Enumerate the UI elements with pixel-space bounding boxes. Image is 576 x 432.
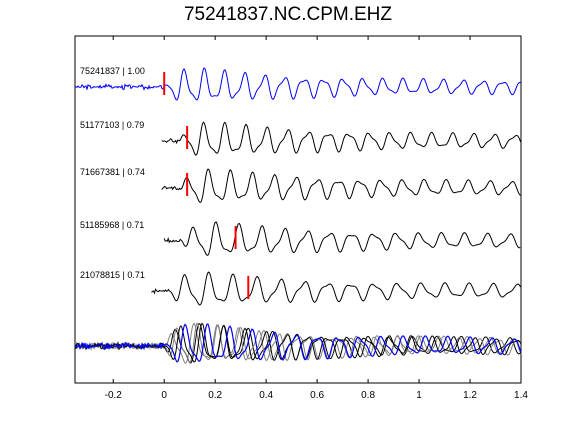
x-tick-label: 1.4 <box>514 390 528 401</box>
x-tick-label: 0.8 <box>361 390 375 401</box>
chart-title: 75241837.NC.CPM.EHZ <box>183 4 393 25</box>
trace-line <box>163 221 521 257</box>
trace-line <box>161 168 521 203</box>
x-tick-label: 1.2 <box>463 390 477 401</box>
traces: 75241837 | 1.00 51177103 | 0.79 71667381 |… <box>74 66 522 306</box>
trace-label: 75241837 | 1.00 <box>80 66 145 76</box>
x-tick-label: -0.2 <box>105 390 123 401</box>
x-tick-label: 0.6 <box>310 390 324 401</box>
x-tick-label: 0.4 <box>259 390 273 401</box>
trace-label: 51177103 | 0.79 <box>80 120 144 130</box>
trace-label: 71667381 | 0.74 <box>80 167 145 177</box>
trace-line <box>74 67 522 101</box>
axes-frame <box>74 35 522 384</box>
x-tick-label: 0.2 <box>208 390 222 401</box>
trace-label: 21078815 | 0.71 <box>80 270 145 280</box>
stack-trace <box>74 323 522 363</box>
x-tick-label: 0 <box>161 390 167 401</box>
x-axis-ticks: -0.2 0 0.2 0.4 0.6 0.8 1 1.2 1.4 <box>105 36 528 401</box>
trace-label: 51185968 | 0.71 <box>80 220 144 230</box>
trace-line <box>161 121 522 156</box>
x-tick-label: 1 <box>416 390 422 401</box>
waveform-stack <box>74 322 522 364</box>
trace-line <box>151 271 521 306</box>
